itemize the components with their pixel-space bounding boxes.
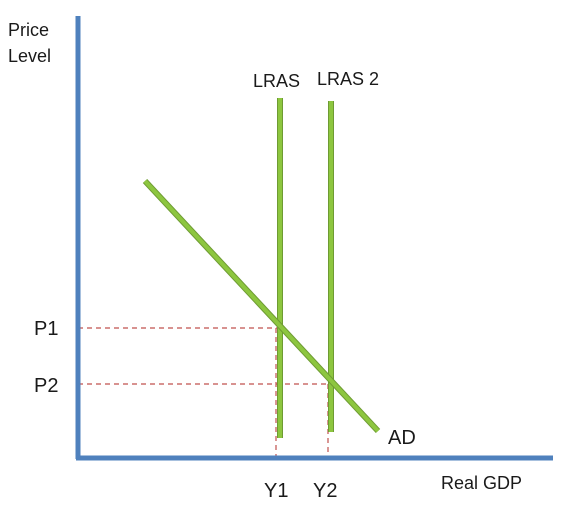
p2-label: P2: [34, 375, 59, 397]
axes: [75, 16, 553, 461]
lras1-label: LRAS: [253, 71, 301, 91]
y2-label: Y2: [313, 480, 338, 502]
lras2-label: LRAS 2: [317, 69, 380, 89]
ad-label: AD: [388, 427, 416, 449]
y-axis-label-line2: Level: [8, 46, 52, 66]
x-axis-label: Real GDP: [441, 473, 523, 493]
curves: [142, 98, 381, 438]
y-axis-label: Price Level: [8, 17, 51, 69]
ad-line: [143, 179, 380, 433]
p1-label: P1: [34, 318, 59, 340]
guide-lines: [78, 327, 330, 458]
y-axis-label-line1: Price: [8, 20, 50, 40]
y1-label: Y1: [264, 480, 289, 502]
